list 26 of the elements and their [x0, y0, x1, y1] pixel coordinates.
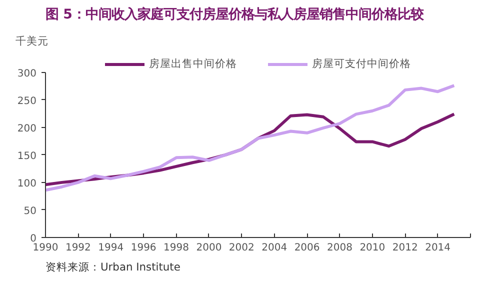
x-tick-label: 2010 — [360, 242, 386, 254]
chart-title: 图 5：中间收入家庭可支付房屋价格与私人房屋销售中间价格比较 — [46, 6, 424, 22]
y-tick-label: 100 — [17, 178, 37, 190]
x-tick-label: 1992 — [65, 242, 91, 254]
y-tick-label: 300 — [17, 68, 37, 80]
x-tick-label: 2000 — [196, 242, 222, 254]
x-tick-label: 2008 — [327, 242, 352, 254]
x-tick-label: 2002 — [228, 242, 254, 254]
x-tick-label: 1990 — [32, 242, 58, 254]
x-tick-label: 2012 — [392, 242, 418, 254]
x-tick-label: 2014 — [425, 242, 451, 254]
y-tick-label: 50 — [24, 206, 37, 217]
y-tick-label: 250 — [17, 96, 37, 107]
x-tick-label: 1996 — [130, 242, 156, 254]
x-tick-label: 1998 — [164, 242, 189, 254]
y-tick-label: 0 — [30, 234, 37, 244]
line-series — [46, 84, 456, 192]
legend-label: 房屋可支付中间价格 — [312, 57, 411, 71]
x-tick-label: 2006 — [294, 242, 320, 254]
x-tick-label: 1994 — [98, 242, 124, 254]
y-axis-title: 千美元 — [16, 34, 48, 48]
x-tick-label: 2004 — [262, 242, 288, 254]
legend-label: 房屋出售中间价格 — [149, 57, 237, 71]
text: 资料来源：Urban Institute — [46, 260, 180, 274]
y-tick-label: 150 — [17, 150, 37, 162]
y-tick-label: 200 — [17, 123, 37, 134]
